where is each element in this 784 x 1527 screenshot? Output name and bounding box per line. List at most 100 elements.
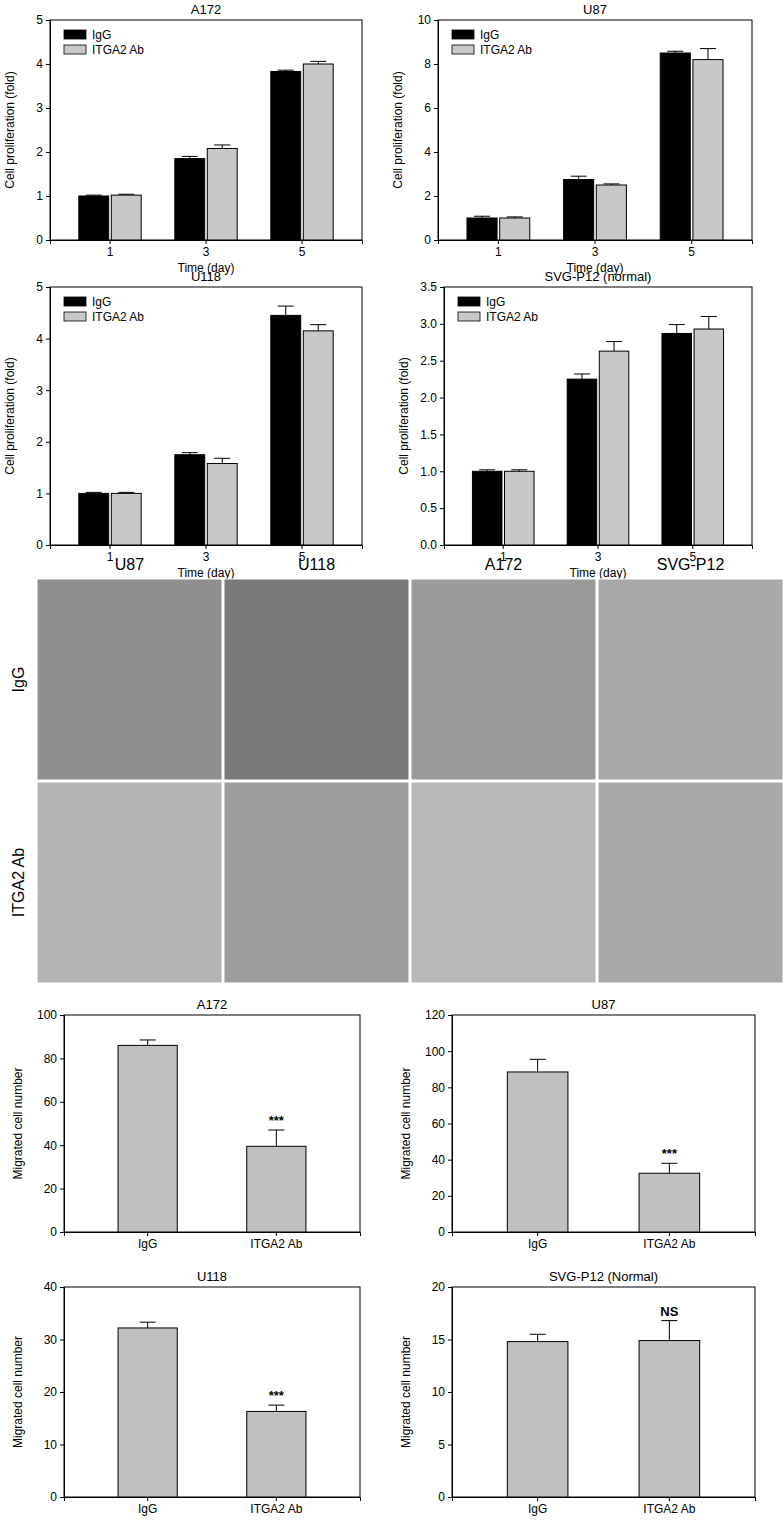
x-axis: 135 [51,240,363,259]
legend: IgGITGA2 Ab [64,295,144,324]
x-axis-line [453,1233,756,1237]
y-tick-mark [60,1497,64,1498]
y-tick-mark [60,1232,64,1233]
y-tick-label: 40 [44,1280,58,1294]
bar [111,195,141,240]
y-tick: 40 [44,1280,64,1294]
y-tick-label: 1.5 [420,428,437,442]
bar [505,471,535,545]
y-tick-label: 0.0 [420,538,437,552]
y-tick-label: 80 [44,1052,58,1066]
chart: 0.00.51.01.52.02.53.03.5135SVG-P12 (norm… [397,269,753,580]
x-tick-mark [537,1232,538,1236]
x-tick-mark [537,1497,538,1501]
bar [467,218,497,240]
x-tick-mark [691,240,692,244]
y-tick-label: 2 [36,145,43,159]
x-tick: 3 [595,545,602,564]
error-bar [140,1322,156,1328]
bar [507,1342,568,1497]
y-tick-mark [448,1124,452,1125]
bar [247,1146,306,1232]
x-axis-line [445,546,753,550]
y-axis: 012345 [36,13,50,247]
y-tick: 2 [36,435,50,449]
error-bar [118,194,134,196]
y-tick-label: 3.5 [420,280,437,294]
legend-swatch [452,45,474,54]
x-tick-mark [147,1232,148,1236]
x-tick-label: 3 [595,550,602,564]
error-bar [507,217,523,218]
x-axis-line [51,546,363,550]
chart-title: U87 [592,997,616,1012]
y-axis-line [46,288,51,546]
y-tick-mark [60,1058,64,1059]
legend-label: IgG [92,28,111,42]
y-tick: 0.5 [420,501,444,515]
chart: 012345135A172Time (day)Cell proliferatio… [3,2,363,275]
error-bar [661,1321,677,1341]
y-axis-title: Cell proliferation (fold) [3,357,17,474]
y-tick-label: 0 [36,233,43,247]
error-bar [701,316,717,329]
y-tick-label: 0 [438,1225,445,1239]
x-tick: 5 [688,240,695,259]
y-tick: 4 [36,57,50,71]
x-axis-title: Time (day) [570,566,627,580]
error-bar [606,342,622,352]
bar [271,71,301,240]
legend-label: IgG [92,295,111,309]
y-tick-mark [434,20,438,21]
y-axis-line [60,1016,65,1233]
y-axis: 020406080100 [37,1008,65,1239]
x-tick-mark [276,1497,277,1501]
error-bar [661,1163,677,1173]
y-tick-label: 3 [36,101,43,115]
x-tick-label: ITGA2 Ab [643,1502,695,1516]
legend-label: ITGA2 Ab [486,310,538,324]
plot-frame [50,287,362,545]
y-tick-mark [448,1392,452,1393]
column-label: U118 [298,556,335,573]
legend-label: ITGA2 Ab [92,310,144,324]
y-tick-label: 4 [36,57,43,71]
y-tick: 20 [44,1182,64,1196]
legend-swatch [458,297,480,306]
y-tick-mark [440,434,444,435]
x-tick-label: 1 [107,245,114,259]
x-tick-mark [669,1497,670,1501]
bar [693,60,723,240]
error-bar [118,492,134,493]
y-tick-mark [46,442,50,443]
y-axis: 012345 [36,280,50,552]
column-label: SVG-P12 [657,556,725,573]
x-tick-mark [110,545,111,549]
y-tick: 3 [36,384,50,398]
annotation: *** [269,1388,285,1403]
bar [303,331,333,545]
y-tick: 10 [44,1438,64,1452]
x-tick: 1 [107,240,114,259]
marks [507,1059,699,1232]
error-bar [474,216,490,218]
micrograph [598,782,783,983]
image-panel: IgGITGA2 AbU87U118A172SVG-P12 [10,556,783,983]
error-bar [268,1130,284,1146]
y-tick-mark [448,1087,452,1088]
y-tick: 0 [50,1225,64,1239]
y-tick-label: 40 [44,1139,58,1153]
x-tick: 1 [495,240,502,259]
x-axis: 135 [439,240,753,259]
y-tick: 2.5 [420,354,444,368]
x-axis-line [65,1498,361,1502]
column-label: U87 [115,556,144,573]
annotation: *** [662,1146,678,1161]
y-tick-mark [46,196,50,197]
column-label: A172 [485,556,522,573]
legend-swatch [64,30,86,39]
plot-frame [50,20,362,240]
y-axis: 0246810 [418,13,439,247]
bar [118,1045,177,1232]
x-tick-label: IgG [138,1237,157,1251]
